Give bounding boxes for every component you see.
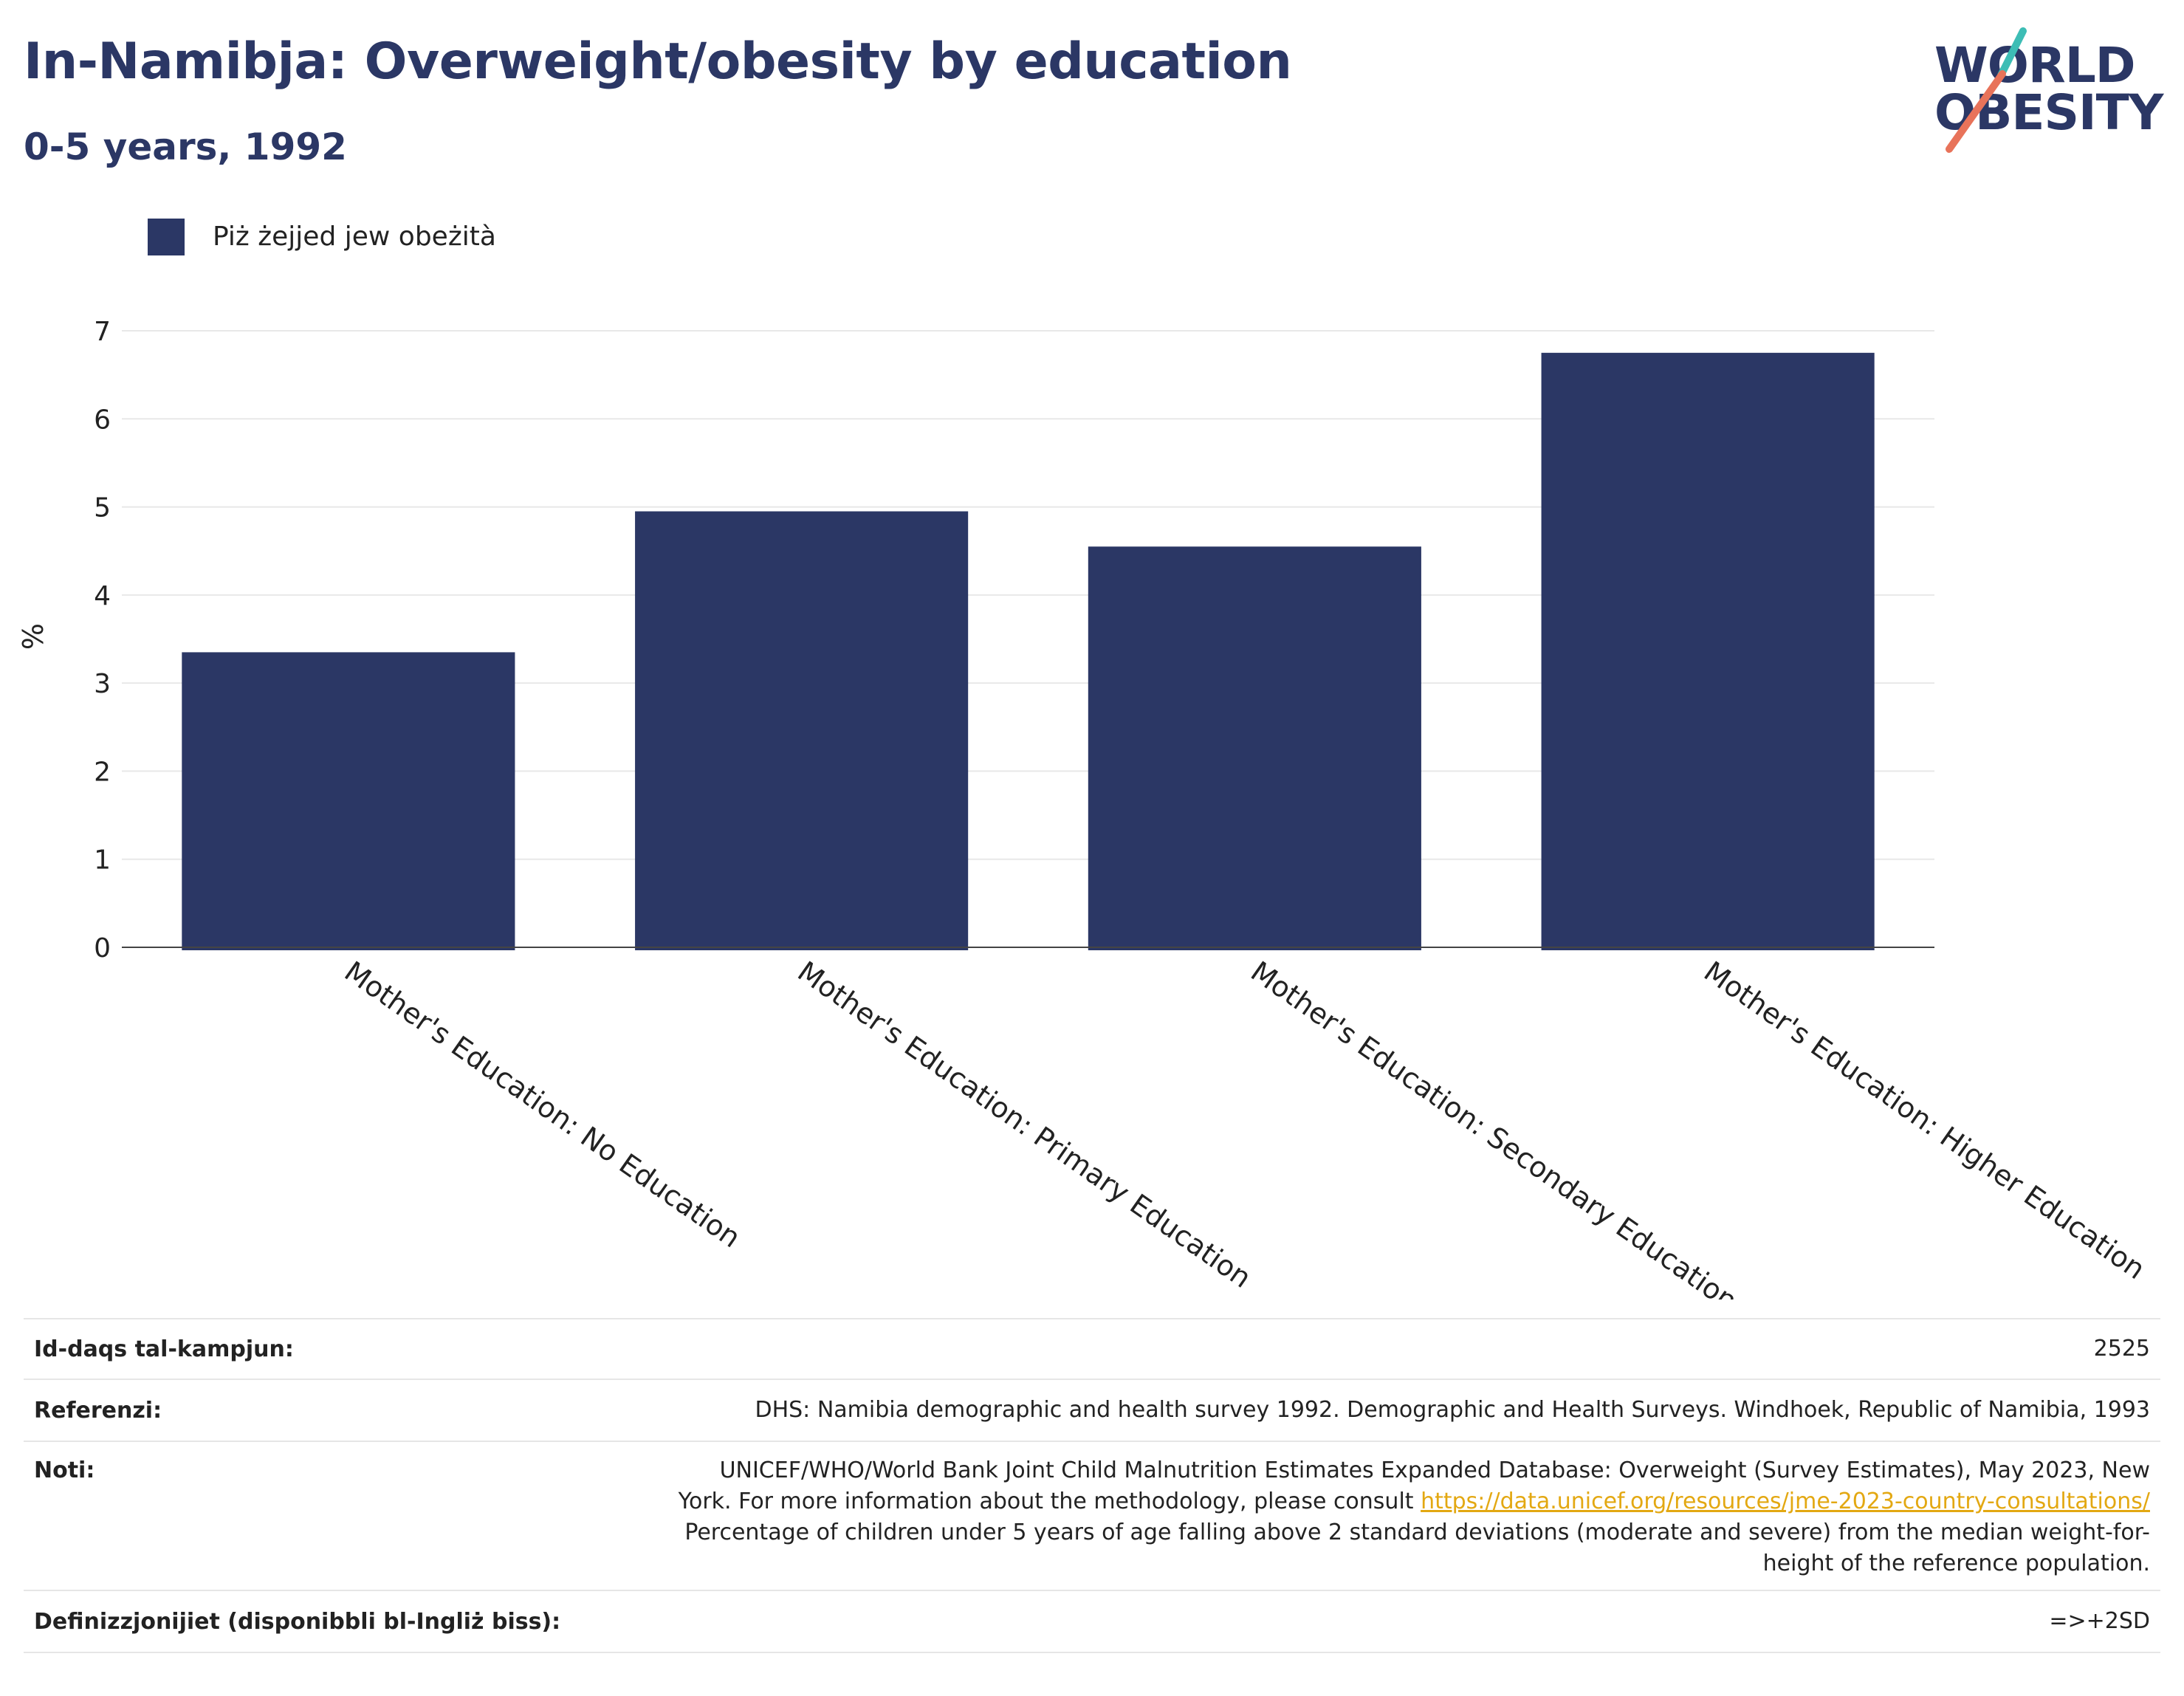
footer-row-references: Referenzi: DHS: Namibia demographic and … — [24, 1379, 2160, 1441]
legend-swatch — [148, 219, 185, 255]
notes-label: Noti: — [34, 1458, 95, 1483]
definitions-label: Definizzjonijiet (disponibbli bl-Ingliż … — [34, 1608, 561, 1635]
y-tick-label: 1 — [94, 845, 111, 876]
notes-value: UNICEF/WHO/World Bank Joint Child Malnut… — [679, 1455, 2160, 1579]
y-tick-label: 7 — [94, 317, 111, 347]
y-tick-label: 3 — [94, 669, 111, 699]
bar — [1088, 546, 1421, 950]
references-label: Referenzi: — [34, 1397, 162, 1424]
y-tick-label: 0 — [94, 933, 111, 964]
world-obesity-logo[interactable]: WORLD OBESITY — [1920, 22, 2171, 155]
bars — [182, 352, 1875, 951]
notes-line-1: UNICEF/WHO/World Bank Joint Child Malnut… — [719, 1458, 2150, 1483]
notes-line-2-text: York. For more information about the met… — [678, 1489, 1421, 1514]
y-tick-labels: 0 1 2 3 4 5 6 7 — [94, 317, 111, 964]
y-axis-label: % — [17, 623, 49, 650]
footer-row-sample-size: Id-daqs tal-kampjun: 2525 — [24, 1318, 2160, 1379]
x-tick-label: Mother's Education: No Education — [339, 955, 746, 1254]
sample-size-label: Id-daqs tal-kampjun: — [34, 1336, 294, 1362]
x-tick-label: Mother's Education: Secondary Education — [1245, 955, 1743, 1300]
x-tick-label: Mother's Education: Higher Education — [1698, 955, 2151, 1285]
sample-size-value: 2525 — [2093, 1336, 2150, 1362]
bar — [1541, 352, 1875, 951]
footer-table: Id-daqs tal-kampjun: 2525 Referenzi: DHS… — [24, 1318, 2160, 1653]
x-tick-labels: Mother's Education: No Education Mother's… — [339, 955, 2152, 1300]
notes-line-3: Percentage of children under 5 years of … — [684, 1520, 2150, 1545]
legend-label: Piż żejjed jew obeżità — [213, 222, 496, 252]
logo-line-world: WORLD — [1934, 37, 2136, 94]
bar — [182, 652, 515, 950]
bar-chart: 0 1 2 3 4 5 6 7 Mother's Education: No Educatio… — [17, 317, 2152, 1300]
notes-line-2: York. For more information about the met… — [679, 1486, 2150, 1517]
y-tick-label: 5 — [94, 493, 111, 523]
bar — [635, 511, 969, 950]
chart-title: In-Namibja: Overweight/obesity by educat… — [24, 32, 1292, 91]
methodology-link[interactable]: https://data.unicef.org/resources/jme-20… — [1421, 1489, 2150, 1514]
references-value: DHS: Namibia demographic and health surv… — [755, 1397, 2150, 1423]
logo-slash-icon — [1946, 27, 2027, 153]
definitions-value: =>+2SD — [2049, 1608, 2150, 1634]
footer-row-notes: Noti: UNICEF/WHO/World Bank Joint Child … — [24, 1441, 2160, 1590]
x-tick-label: Mother's Education: Primary Education — [791, 955, 1257, 1294]
y-tick-label: 2 — [94, 757, 111, 787]
y-tick-label: 6 — [94, 405, 111, 435]
y-tick-label: 4 — [94, 581, 111, 611]
chart-subtitle: 0-5 years, 1992 — [24, 126, 347, 168]
notes-line-4: height of the reference population. — [1762, 1551, 2150, 1576]
footer-row-definitions: Definizzjonijiet (disponibbli bl-Ingliż … — [24, 1590, 2160, 1653]
